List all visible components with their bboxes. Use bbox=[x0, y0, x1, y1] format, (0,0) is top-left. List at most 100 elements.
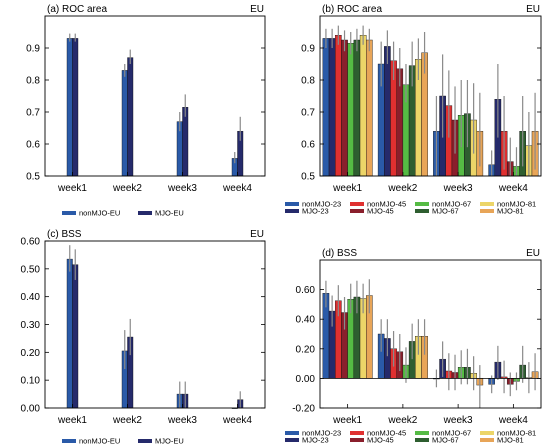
x-tick-label: week3 bbox=[443, 415, 473, 426]
x-tick-label: week3 bbox=[167, 415, 197, 426]
panel-title: (b) ROC area bbox=[322, 4, 382, 15]
x-tick-label: week2 bbox=[112, 183, 142, 194]
x-tick-label: week1 bbox=[57, 183, 87, 194]
legend-swatch-MJO-45 bbox=[350, 438, 364, 442]
y-tick-label: 0.40 bbox=[296, 315, 316, 326]
legend-swatch-MJO-81 bbox=[480, 209, 494, 213]
legend-swatch-nonMJO-45 bbox=[350, 202, 364, 206]
region-label: EU bbox=[526, 248, 540, 259]
panel-a: 0.5 0.6 0.7 0.8 0.9 week1 week2 week3 week4 (a) R… bbox=[26, 4, 266, 218]
panel-d: -0.20 0.00 0.20 0.40 0.60 week1 week2 week3 week… bbox=[285, 248, 542, 445]
legend-label: MJO-45 bbox=[367, 436, 394, 445]
legend-label: nonMJO-45 bbox=[367, 200, 406, 209]
bar-nonMJO-23-week1 bbox=[322, 38, 330, 177]
y-tick-label: 0.8 bbox=[26, 76, 40, 87]
series-MJO-23 bbox=[328, 28, 502, 177]
legend: nonMJO-23MJO-23nonMJO-45MJO-45nonMJO-67M… bbox=[285, 429, 536, 445]
legend-swatch-nonMJO-67 bbox=[415, 202, 429, 206]
bar-nonMJO-45-week1 bbox=[335, 35, 342, 177]
y-tick-label: 0.6 bbox=[26, 140, 40, 151]
series-MJO-23 bbox=[328, 295, 502, 380]
x-tick-label: week3 bbox=[167, 183, 197, 194]
panel-title: (a) ROC area bbox=[47, 4, 107, 15]
legend-swatch-MJO-67 bbox=[415, 209, 429, 213]
legend-label: nonMJO-67 bbox=[432, 429, 471, 438]
legend-swatch-nonMJO-23 bbox=[285, 202, 299, 206]
legend: nonMJO-EU MJO-EU bbox=[62, 437, 184, 446]
region-label: EU bbox=[250, 229, 264, 240]
bar-MJO-EU-week1 bbox=[72, 264, 79, 409]
legend-swatch-nonMJO-81 bbox=[480, 431, 494, 435]
y-tick-label: -0.20 bbox=[292, 404, 315, 415]
legend-label: MJO-EU bbox=[155, 209, 184, 218]
legend-swatch-MJO-67 bbox=[415, 438, 429, 442]
panel-title: (d) BSS bbox=[322, 248, 357, 259]
legend-swatch-MJO-EU bbox=[138, 211, 152, 215]
plot-frame bbox=[319, 15, 542, 177]
y-tick-label: 0.8 bbox=[301, 76, 315, 87]
region-label: EU bbox=[250, 4, 264, 15]
series-nonMJO-EU bbox=[66, 245, 238, 409]
legend-swatch-nonMJO-EU bbox=[62, 211, 76, 215]
bar-nonMJO-EU-week2 bbox=[121, 70, 128, 177]
x-tick-label: week4 bbox=[498, 183, 528, 194]
y-tick-label: 0.00 bbox=[21, 404, 41, 415]
y-tick-label: 0.9 bbox=[26, 44, 40, 55]
legend: nonMJO-EU MJO-EU bbox=[62, 209, 184, 218]
y-tick-label: 0.40 bbox=[21, 292, 41, 303]
legend-swatch-nonMJO-81 bbox=[480, 202, 494, 206]
y-tick-label: 0.60 bbox=[296, 285, 316, 296]
bar-MJO-23-week2 bbox=[384, 46, 391, 177]
x-tick-label: week1 bbox=[332, 415, 362, 426]
series-MJO-EU bbox=[72, 249, 244, 409]
bar-MJO-EU-week3 bbox=[182, 106, 189, 177]
legend-swatch-nonMJO-67 bbox=[415, 431, 429, 435]
legend-label: nonMJO-EU bbox=[79, 209, 120, 218]
legend-label: nonMJO-23 bbox=[302, 200, 341, 209]
bar-MJO-EU-week1 bbox=[72, 38, 79, 177]
legend-label: nonMJO-81 bbox=[497, 429, 536, 438]
legend-swatch-MJO-23 bbox=[285, 438, 299, 442]
legend-label: MJO-81 bbox=[497, 436, 524, 445]
legend-swatch-MJO-45 bbox=[350, 209, 364, 213]
x-tick-label: week4 bbox=[222, 183, 252, 194]
bar-MJO-EU-week2 bbox=[127, 57, 134, 177]
legend-swatch-MJO-EU bbox=[138, 439, 152, 443]
legend-swatch-nonMJO-23 bbox=[285, 431, 299, 435]
x-tick-label: week2 bbox=[112, 415, 142, 426]
y-tick-label: 0.9 bbox=[301, 44, 315, 55]
y-tick-label: 0.7 bbox=[301, 108, 315, 119]
x-tick-label: week1 bbox=[332, 183, 362, 194]
panel-title: (c) BSS bbox=[47, 229, 82, 240]
legend-label: MJO-67 bbox=[432, 436, 459, 445]
legend-label: nonMJO-23 bbox=[302, 429, 341, 438]
panel-b: 0.5 0.6 0.7 0.8 0.9 week1 week2 week3 week4 (b) R… bbox=[285, 4, 542, 216]
legend-label: nonMJO-81 bbox=[497, 200, 536, 209]
series-nonMJO-EU bbox=[66, 33, 238, 177]
y-tick-label: 0.5 bbox=[301, 172, 315, 183]
y-tick-label: 0.50 bbox=[21, 264, 41, 275]
x-tick-label: week2 bbox=[387, 183, 417, 194]
legend-label: nonMJO-45 bbox=[367, 429, 406, 438]
y-tick-label: 0.20 bbox=[296, 344, 316, 355]
legend-label: MJO-45 bbox=[367, 207, 394, 216]
plot-frame bbox=[44, 15, 266, 177]
legend-swatch-nonMJO-45 bbox=[350, 431, 364, 435]
legend-label: MJO-23 bbox=[302, 436, 329, 445]
legend-label: nonMJO-67 bbox=[432, 200, 471, 209]
legend-label: MJO-67 bbox=[432, 207, 459, 216]
region-label: EU bbox=[526, 4, 540, 15]
legend-label: MJO-81 bbox=[497, 207, 524, 216]
bar-nonMJO-EU-week1 bbox=[66, 258, 73, 409]
bar-MJO-67-week1 bbox=[353, 39, 361, 177]
y-tick-label: 0.20 bbox=[21, 348, 41, 359]
y-tick-label: 0.6 bbox=[301, 140, 315, 151]
series-MJO-EU bbox=[72, 33, 244, 177]
bar-MJO-45-week1 bbox=[341, 39, 348, 177]
y-tick-label: 0.60 bbox=[21, 237, 41, 248]
panel-c: 0.00 0.10 0.20 0.30 0.40 0.50 0.60 week1 week2 we… bbox=[21, 229, 266, 446]
y-tick-label: 0.10 bbox=[21, 376, 41, 387]
legend-swatch-nonMJO-EU bbox=[62, 439, 76, 443]
bar-nonMJO-67-week1 bbox=[347, 43, 355, 177]
